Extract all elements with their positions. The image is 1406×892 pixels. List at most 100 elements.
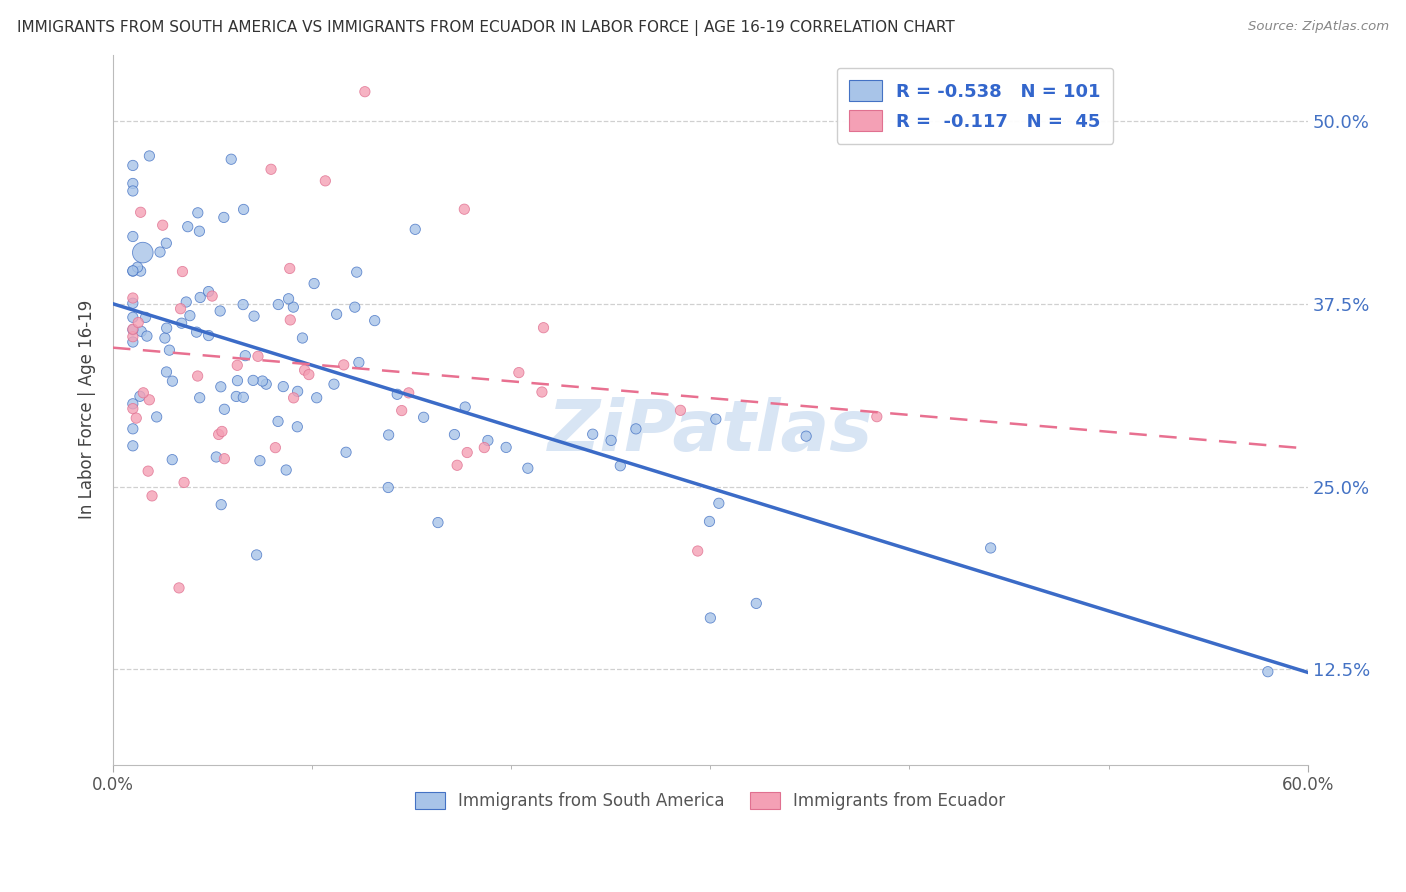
Point — [160, 452, 183, 467]
Point — [283, 391, 305, 405]
Point — [129, 205, 152, 219]
Point — [188, 391, 211, 405]
Point — [153, 331, 176, 345]
Point — [121, 296, 143, 310]
Point — [454, 400, 477, 414]
Point — [208, 427, 231, 442]
Point — [129, 389, 152, 403]
Point — [246, 548, 269, 562]
Point — [186, 325, 208, 339]
Point — [209, 380, 232, 394]
Point — [155, 365, 177, 379]
Point — [377, 481, 399, 495]
Point — [866, 409, 889, 424]
Point — [132, 245, 155, 260]
Point — [121, 229, 143, 244]
Point — [159, 343, 181, 358]
Point — [233, 349, 256, 363]
Point — [276, 463, 298, 477]
Point — [335, 445, 357, 459]
Point — [254, 377, 277, 392]
Point — [699, 515, 721, 529]
Point — [136, 464, 159, 478]
Point — [624, 422, 647, 436]
Point — [127, 260, 149, 275]
Point — [456, 445, 478, 459]
Point — [443, 427, 465, 442]
Point — [127, 316, 149, 330]
Point — [226, 374, 249, 388]
Point — [141, 489, 163, 503]
Point — [232, 297, 254, 311]
Point — [121, 310, 143, 325]
Point — [516, 461, 538, 475]
Point — [298, 368, 321, 382]
Point — [121, 158, 143, 172]
Point — [980, 541, 1002, 555]
Point — [323, 377, 346, 392]
Point — [209, 498, 232, 512]
Point — [201, 289, 224, 303]
Point — [121, 177, 143, 191]
Point — [1257, 665, 1279, 679]
Point — [170, 316, 193, 330]
Point — [472, 441, 495, 455]
Point — [246, 349, 269, 363]
Point — [427, 516, 450, 530]
Point — [264, 441, 287, 455]
Point — [174, 295, 197, 310]
Point — [121, 397, 143, 411]
Point — [398, 385, 420, 400]
Point — [232, 202, 254, 217]
Point — [377, 428, 399, 442]
Point — [508, 366, 530, 380]
Point — [271, 379, 294, 393]
Point — [129, 264, 152, 278]
Point — [121, 291, 143, 305]
Point — [582, 427, 605, 442]
Point — [242, 373, 264, 387]
Point — [347, 355, 370, 369]
Point — [225, 389, 247, 403]
Point — [287, 384, 309, 399]
Point — [391, 403, 413, 417]
Point — [121, 322, 143, 336]
Point — [138, 149, 160, 163]
Point — [172, 264, 194, 278]
Point — [187, 206, 209, 220]
Point — [121, 264, 143, 278]
Point — [278, 313, 301, 327]
Point — [121, 422, 143, 436]
Point — [173, 475, 195, 490]
Point — [252, 374, 274, 388]
Point — [305, 391, 328, 405]
Point — [387, 387, 409, 401]
Point — [364, 313, 387, 327]
Text: IMMIGRANTS FROM SOUTH AMERICA VS IMMIGRANTS FROM ECUADOR IN LABOR FORCE | AGE 16: IMMIGRANTS FROM SOUTH AMERICA VS IMMIGRA… — [17, 20, 955, 36]
Point — [136, 329, 159, 343]
Point — [346, 265, 368, 279]
Point — [121, 334, 143, 349]
Text: ZiPatlas: ZiPatlas — [548, 397, 873, 466]
Point — [283, 300, 305, 314]
Point — [135, 310, 157, 325]
Point — [177, 219, 200, 234]
Point — [267, 414, 290, 428]
Point — [704, 412, 727, 426]
Point — [226, 359, 249, 373]
Point — [121, 439, 143, 453]
Point — [211, 425, 233, 439]
Point — [167, 581, 190, 595]
Point — [314, 174, 336, 188]
Point — [187, 369, 209, 384]
Legend: Immigrants from South America, Immigrants from Ecuador: Immigrants from South America, Immigrant… — [409, 785, 1012, 816]
Point — [609, 458, 631, 473]
Point — [699, 611, 721, 625]
Point — [188, 224, 211, 238]
Point — [209, 304, 232, 318]
Point — [267, 297, 290, 311]
Point — [125, 411, 148, 425]
Point — [121, 329, 143, 343]
Point — [745, 596, 768, 610]
Point — [249, 454, 271, 468]
